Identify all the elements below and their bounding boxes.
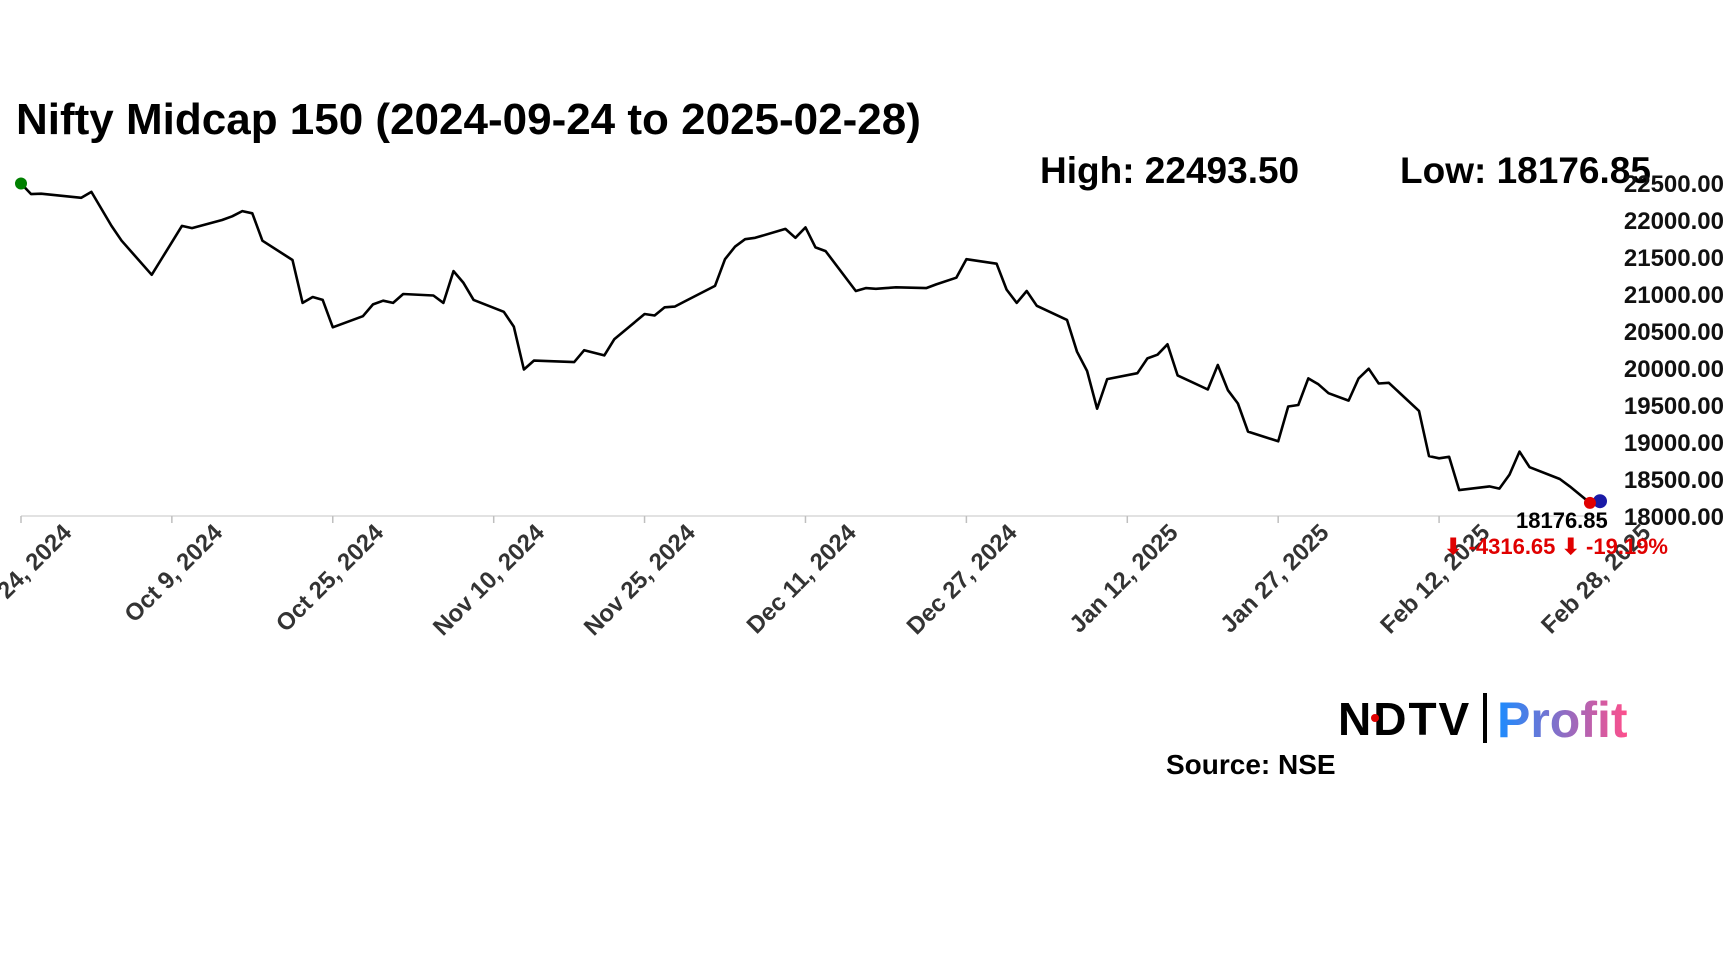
x-tick-label: Sep 24, 2024	[0, 519, 78, 640]
series-line	[20, 182, 1601, 505]
end-point-marker	[1593, 494, 1607, 509]
logo-divider	[1483, 693, 1487, 743]
x-tick-label: Nov 10, 2024	[428, 519, 550, 641]
last-value-label: 18176.85	[1516, 508, 1608, 533]
y-tick-label: 21500.00	[1624, 245, 1724, 272]
x-axis: Sep 24, 2024 Oct 9, 2024 Oct 25, 2024 Nov 1…	[0, 515, 1656, 641]
y-tick-label: 22000.00	[1624, 208, 1724, 235]
y-tick-label: 22500.00	[1624, 171, 1724, 198]
chart-title: Nifty Midcap 150 (2024-09-24 to 2025-02-…	[16, 95, 921, 144]
y-tick-label: 21000.00	[1624, 282, 1724, 309]
start-point-marker	[15, 177, 27, 190]
x-tick-label: Dec 11, 2024	[742, 519, 863, 640]
source-label: Source: NSE	[1166, 749, 1336, 780]
y-tick-label: 19000.00	[1624, 430, 1724, 457]
y-tick-label: 20500.00	[1624, 319, 1724, 346]
high-label: High: 22493.50	[1040, 150, 1299, 191]
y-axis: 18000.00 18500.00 19000.00 19500.00 20000.00…	[1624, 171, 1724, 531]
y-tick-label: 20000.00	[1624, 356, 1724, 383]
y-tick-label: 18000.00	[1624, 504, 1724, 531]
y-tick-label: 18500.00	[1624, 467, 1724, 494]
x-tick-label: Jan 12, 2025	[1064, 519, 1183, 638]
low-label: Low: 18176.85	[1400, 150, 1651, 191]
change-label: ⬇ -4316.65 ⬇ -19.19%	[1444, 534, 1668, 559]
x-tick-label: Nov 25, 2024	[579, 519, 701, 641]
x-tick-label: Oct 25, 2024	[271, 519, 390, 638]
logo-profit-text: Profit	[1497, 692, 1628, 748]
x-tick-label: Oct 9, 2024	[119, 519, 228, 628]
low-point-marker	[1583, 496, 1596, 509]
logo-dot	[1371, 714, 1379, 722]
x-tick-label: Jan 27, 2025	[1215, 519, 1334, 638]
x-tick-label: Dec 27, 2024	[902, 519, 1023, 640]
logo-ndtv-text: NDTV	[1338, 693, 1471, 745]
ndtv-profit-logo: NDTV Profit	[1338, 692, 1628, 748]
y-tick-label: 19500.00	[1624, 393, 1724, 420]
